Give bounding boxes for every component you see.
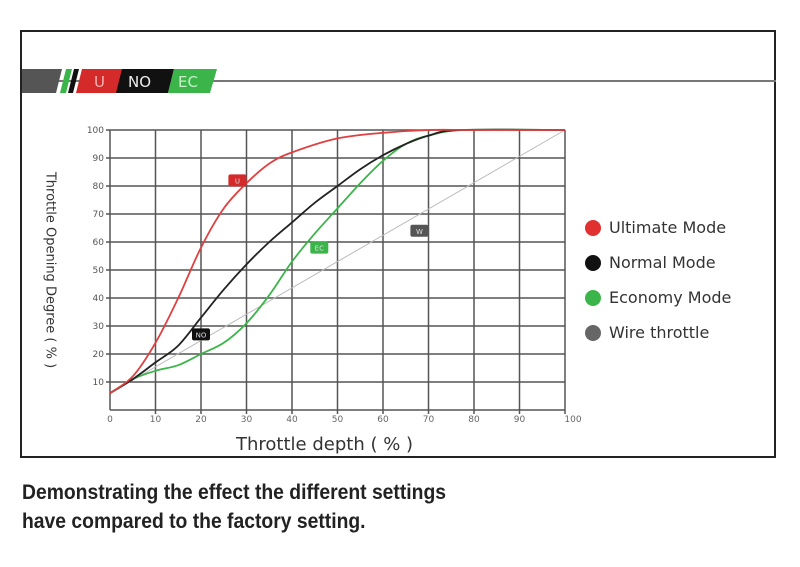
legend-label: Normal Mode bbox=[609, 253, 716, 272]
legend-item-wire: Wire throttle bbox=[585, 315, 731, 350]
y-tick-label: 40 bbox=[93, 294, 105, 304]
series-badge bbox=[310, 241, 329, 254]
caption: Demonstrating the effect the different s… bbox=[22, 478, 446, 536]
series-badge-label: EC bbox=[315, 245, 324, 253]
economy-dot-icon bbox=[585, 289, 601, 306]
wire-dot-icon bbox=[585, 324, 601, 341]
logo-ec: EC bbox=[178, 73, 198, 91]
x-axis-label: Throttle depth ( % ) bbox=[236, 434, 414, 455]
x-tick-label: 90 bbox=[514, 415, 526, 425]
x-tick-label: 0 bbox=[107, 415, 113, 425]
logo-no: NO bbox=[128, 73, 151, 91]
series-line-no bbox=[109, 128, 566, 394]
legend-label: Wire throttle bbox=[609, 323, 710, 342]
series-badge-label: U bbox=[235, 177, 240, 185]
legend-item-economy: Economy Mode bbox=[585, 280, 731, 315]
caption-line: have compared to the factory setting. bbox=[22, 510, 366, 533]
series-line-u bbox=[109, 128, 565, 394]
x-tick-label: 60 bbox=[377, 415, 389, 425]
x-tick-label: 100 bbox=[564, 415, 581, 425]
x-tick-label: 20 bbox=[195, 415, 207, 425]
legend-label: Ultimate Mode bbox=[609, 218, 727, 237]
legend-item-normal: Normal Mode bbox=[585, 245, 731, 280]
series-badge-label: W bbox=[416, 228, 423, 236]
logo-u: U bbox=[94, 73, 105, 91]
y-tick-label: 20 bbox=[93, 350, 105, 360]
ultimate-dot-icon bbox=[585, 219, 601, 236]
normal-dot-icon bbox=[585, 254, 601, 271]
y-tick-label: 10 bbox=[93, 378, 105, 388]
x-tick-label: 30 bbox=[241, 415, 253, 425]
x-tick-label: 40 bbox=[286, 415, 298, 425]
legend-item-ultimate: Ultimate Mode bbox=[585, 210, 731, 245]
series-line-w bbox=[109, 129, 566, 394]
y-tick-label: 70 bbox=[93, 210, 105, 220]
banner-divider bbox=[22, 80, 776, 82]
x-tick-label: 70 bbox=[423, 415, 435, 425]
y-tick-label: 60 bbox=[93, 238, 105, 248]
x-tick-label: 10 bbox=[150, 415, 162, 425]
x-tick-label: 80 bbox=[468, 415, 480, 425]
chart-frame bbox=[20, 30, 776, 458]
y-tick-label: 30 bbox=[93, 322, 105, 332]
mode-logo: U NO EC bbox=[22, 69, 217, 93]
caption-line: Demonstrating the effect the different s… bbox=[22, 481, 447, 504]
y-tick-label: 90 bbox=[93, 154, 105, 164]
y-tick-label: 100 bbox=[87, 126, 104, 136]
y-tick-label: 50 bbox=[93, 266, 105, 276]
series-badge-label: NO bbox=[196, 331, 207, 339]
legend: Ultimate Mode Normal Mode Economy Mode W… bbox=[585, 210, 731, 350]
y-tick-label: 80 bbox=[93, 182, 105, 192]
legend-label: Economy Mode bbox=[609, 288, 732, 307]
series-badge bbox=[192, 328, 210, 341]
y-axis-label: Throttle Opening Degree ( % ) bbox=[42, 171, 58, 369]
series-badge bbox=[410, 224, 429, 237]
series-badge bbox=[228, 174, 247, 187]
x-tick-label: 50 bbox=[332, 415, 344, 425]
